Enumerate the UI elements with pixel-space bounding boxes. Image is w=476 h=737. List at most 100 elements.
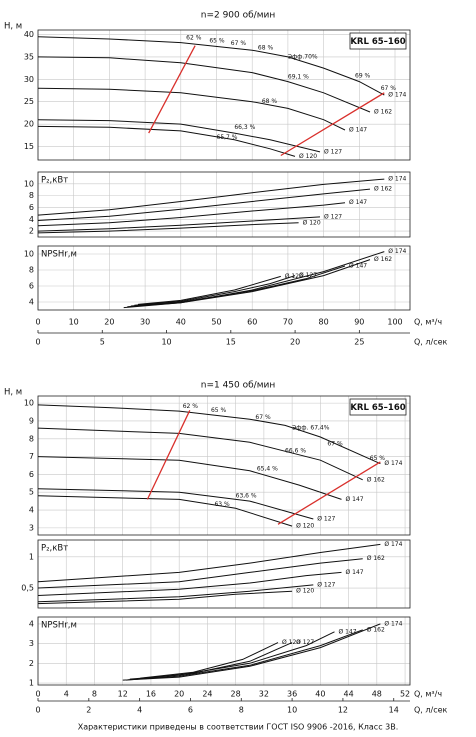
curve — [37, 188, 371, 221]
efficiency-label: 65,7 % — [217, 134, 238, 141]
series-label: Ø 147 — [349, 126, 367, 133]
y-tick-label: 4 — [29, 298, 34, 307]
series-label: Ø 127 — [299, 272, 317, 279]
series-label: Ø 127 — [317, 515, 335, 522]
x-tick-label: 0 — [35, 318, 40, 327]
y-axis-label: P₂,кВт — [41, 544, 68, 554]
y-tick-label: 10 — [24, 250, 34, 259]
y-tick-label: 8 — [29, 191, 34, 200]
curve — [140, 642, 279, 679]
x-tick-label: 50 — [211, 318, 221, 327]
efficiency-label: 62 % — [183, 403, 199, 410]
x-tick-label: 20 — [174, 690, 184, 699]
x-tick-label: 36 — [287, 690, 297, 699]
x-tick-label: 16 — [146, 690, 156, 699]
curve — [123, 251, 385, 309]
x-tick-label: 32 — [259, 690, 269, 699]
x-tick-label: 0 — [35, 690, 40, 699]
efficiency-label: 67 % — [381, 85, 397, 92]
panel-frame — [37, 616, 411, 686]
series-label: Ø 147 — [338, 628, 356, 635]
y-axis-label: NPSHr,м — [41, 250, 77, 260]
curve — [37, 558, 363, 589]
series-label: Ø 127 — [296, 639, 314, 646]
x2-tick-label: 10 — [161, 338, 171, 347]
y-axis-label: NPSHr,м — [41, 621, 77, 631]
model-label: KRL 65–160 — [350, 403, 405, 413]
x-tick-label: 24 — [202, 690, 212, 699]
curve — [126, 629, 363, 681]
x-tick-label: 80 — [319, 318, 329, 327]
x-tick-label: 44 — [343, 690, 353, 699]
efficiency-label: 68 % — [262, 98, 278, 105]
x-tick-label: 20 — [104, 318, 114, 327]
x-tick-label: 28 — [231, 690, 241, 699]
curve — [37, 56, 371, 113]
panel-frame — [37, 539, 411, 609]
y-tick-label: 9 — [29, 416, 34, 425]
curve — [37, 590, 293, 605]
y-tick-label: 6 — [29, 282, 34, 291]
footer: Характеристики приведены в соответствии … — [78, 723, 399, 732]
x2-tick-label: 4 — [137, 706, 142, 715]
x2-tick-label: 20 — [290, 338, 300, 347]
series-label: Ø 120 — [299, 153, 317, 160]
curve — [37, 571, 342, 596]
series-label: Ø 127 — [317, 581, 335, 588]
x-tick-label: 12 — [118, 690, 128, 699]
series-label: Ø 127 — [324, 213, 342, 220]
series-label: Ø 127 — [324, 148, 342, 155]
y-tick-label: 6 — [29, 203, 34, 212]
y-tick-label: 40 — [24, 30, 34, 39]
x2-tick-label: 10 — [287, 706, 297, 715]
series-label: Ø 162 — [367, 626, 385, 633]
series-label: Ø 120 — [282, 639, 300, 646]
curve — [37, 427, 363, 481]
efficiency-label: 69 % — [355, 73, 371, 80]
curve — [134, 275, 296, 306]
y-tick-label: 3 — [29, 523, 34, 532]
x-tick-label: 40 — [315, 690, 325, 699]
curve — [37, 178, 385, 216]
limit-line — [148, 45, 196, 134]
series-label: Ø 120 — [296, 588, 314, 595]
panel-frame — [37, 245, 411, 311]
curve — [137, 275, 281, 305]
y-tick-label: 25 — [24, 97, 34, 106]
y-tick-label: 4 — [29, 619, 34, 628]
series-label: Ø 147 — [349, 263, 367, 270]
series-label: Ø 162 — [367, 476, 385, 483]
y-tick-label: 0,5 — [21, 584, 34, 593]
curve — [136, 642, 293, 680]
x2-tick-label: 25 — [354, 338, 364, 347]
panel-frame — [37, 29, 411, 161]
y-axis-label: P₂,кВт — [41, 176, 68, 186]
x2-tick-label: 5 — [100, 338, 105, 347]
series-label: Ø 162 — [374, 186, 392, 193]
panel-frame — [37, 395, 411, 536]
series-label: Ø 147 — [346, 496, 364, 503]
x-tick-label: 52 — [400, 690, 410, 699]
y-tick-label: 2 — [29, 227, 34, 236]
curve — [37, 495, 293, 527]
series-label: Ø 174 — [388, 176, 406, 183]
curve — [37, 202, 346, 227]
efficiency-label: 65 % — [209, 38, 225, 45]
curve — [122, 623, 381, 681]
series-label: Ø 162 — [374, 109, 392, 116]
curve — [37, 87, 346, 131]
y-tick-label: 1 — [29, 679, 34, 688]
y-tick-label: 2 — [29, 659, 34, 668]
efficiency-label: 62 % — [186, 35, 202, 42]
series-label: Ø 174 — [384, 460, 402, 467]
x-tick-label: 30 — [140, 318, 150, 327]
series-label: Ø 120 — [296, 523, 314, 530]
y-tick-label: 15 — [24, 142, 34, 151]
series-label: Ø 147 — [349, 199, 367, 206]
series-label: Ø 120 — [285, 273, 303, 280]
y-tick-label: 20 — [24, 120, 34, 129]
series-label: Ø 174 — [388, 92, 406, 99]
x2-axis-label: Q, л/сек — [414, 706, 448, 715]
y-tick-label: 6 — [29, 470, 34, 479]
